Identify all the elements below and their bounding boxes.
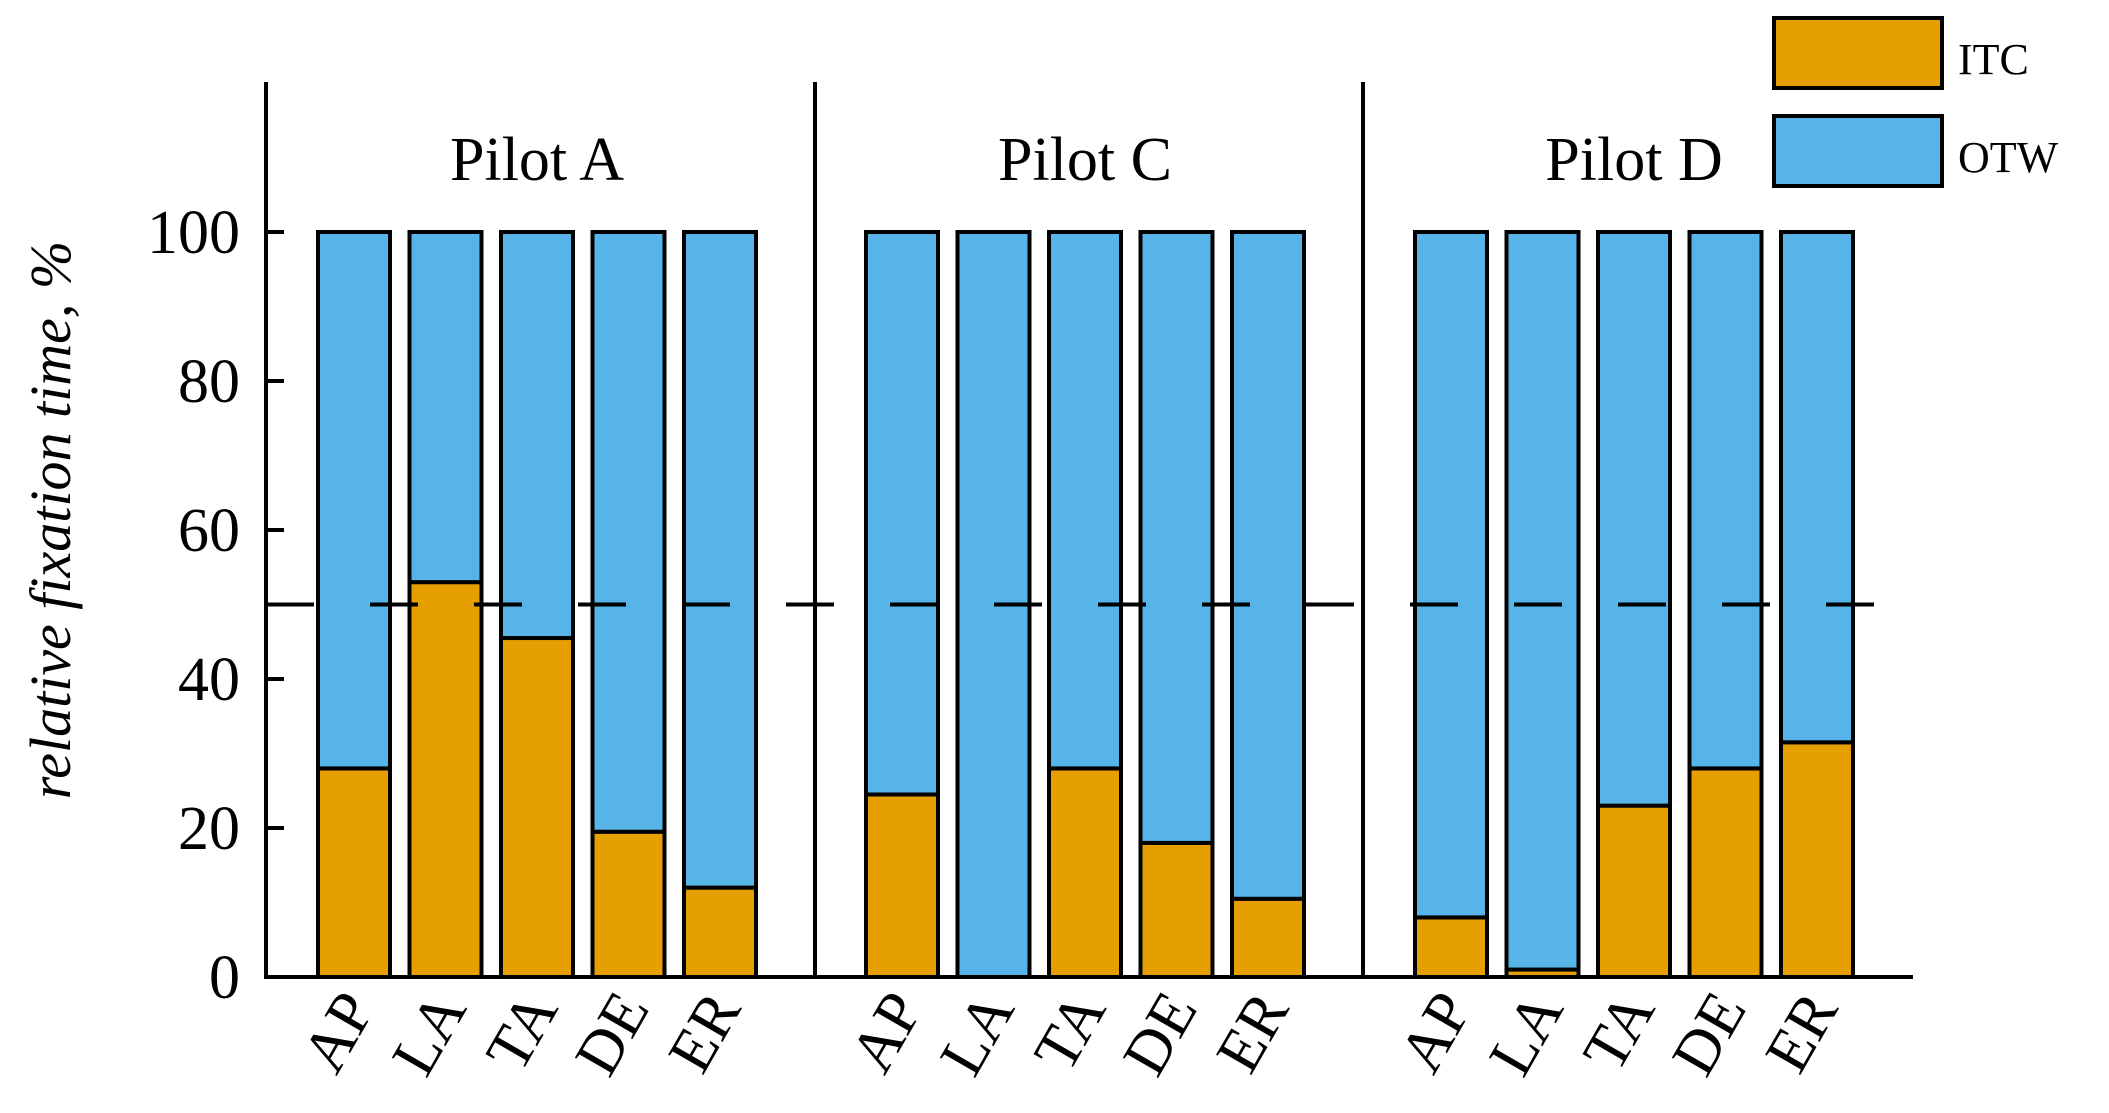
category-label: ER: [1753, 980, 1852, 1083]
bar-itc-pilot-c-de: [1138, 840, 1215, 980]
category-label: AP: [290, 981, 389, 1084]
bar-itc-pilot-c-ap: [864, 792, 940, 979]
category-label: LA: [1476, 981, 1576, 1087]
bar-otw-pilot-c-er: [1230, 230, 1306, 901]
bar-otw-pilot-d-de: [1687, 230, 1764, 771]
category-label: DE: [562, 981, 662, 1087]
bar-itc-pilot-a-ta: [499, 636, 575, 980]
bar-itc-pilot-a-er: [682, 885, 758, 979]
bar-itc-pilot-d-de: [1687, 766, 1764, 980]
bars-layer: [316, 230, 1855, 980]
category-label: AP: [838, 981, 937, 1084]
category-label: TA: [1021, 981, 1119, 1082]
bar-itc-pilot-a-de: [590, 829, 667, 979]
bar-otw-pilot-d-ap: [1413, 230, 1489, 920]
bar-itc-pilot-a-la: [407, 580, 484, 980]
bar-itc-pilot-d-ta: [1596, 803, 1672, 980]
category-label: DE: [1110, 981, 1210, 1087]
category-label: LA: [927, 981, 1027, 1087]
bar-otw-pilot-d-er: [1779, 230, 1855, 745]
y-tick-label: 100: [147, 199, 240, 267]
category-label: ER: [1204, 980, 1303, 1083]
legend-swatch-itc: [1772, 16, 1944, 90]
y-tick-label: 40: [178, 646, 240, 714]
bar-otw-pilot-d-la: [1504, 230, 1581, 972]
category-label: LA: [379, 981, 479, 1087]
legend-label-itc: ITC: [1958, 35, 2029, 84]
bar-otw-pilot-d-ta: [1596, 230, 1672, 808]
legend-swatch-otw: [1772, 114, 1944, 188]
bar-otw-pilot-a-ap: [316, 230, 392, 771]
category-label: DE: [1659, 981, 1759, 1087]
bar-itc-pilot-d-er: [1779, 740, 1855, 980]
category-label: TA: [1570, 981, 1668, 1082]
group-label: Pilot A: [450, 126, 624, 194]
group-label: Pilot D: [1545, 126, 1722, 194]
y-tick-label: 0: [209, 944, 240, 1012]
bar-otw-pilot-c-de: [1138, 230, 1215, 845]
category-label: AP: [1387, 981, 1486, 1084]
legend: ITC OTW: [1772, 16, 2059, 188]
bar-itc-pilot-d-ap: [1413, 915, 1489, 980]
category-label: TA: [473, 981, 571, 1082]
legend-label-otw: OTW: [1958, 133, 2059, 182]
bar-otw-pilot-a-la: [407, 230, 484, 585]
bar-otw-pilot-c-ap: [864, 230, 940, 797]
bar-otw-pilot-a-er: [682, 230, 758, 890]
y-tick-label: 80: [178, 348, 240, 416]
bar-otw-pilot-c-ta: [1047, 230, 1123, 771]
group-label: Pilot C: [998, 126, 1172, 194]
group-labels: Pilot A Pilot C Pilot D: [450, 126, 1723, 194]
y-tick-label: 60: [178, 497, 240, 565]
bar-otw-pilot-a-de: [590, 230, 667, 834]
bar-otw-pilot-a-ta: [499, 230, 575, 641]
bar-itc-pilot-c-er: [1230, 896, 1306, 980]
y-axis-label: relative fixation time, %: [18, 241, 83, 799]
y-tick-label: 20: [178, 795, 240, 863]
category-label: ER: [656, 980, 755, 1083]
bar-itc-pilot-a-ap: [316, 766, 392, 980]
y-ticks: 0 20 40 60 80 100: [147, 199, 284, 1012]
bar-itc-pilot-c-ta: [1047, 766, 1123, 980]
